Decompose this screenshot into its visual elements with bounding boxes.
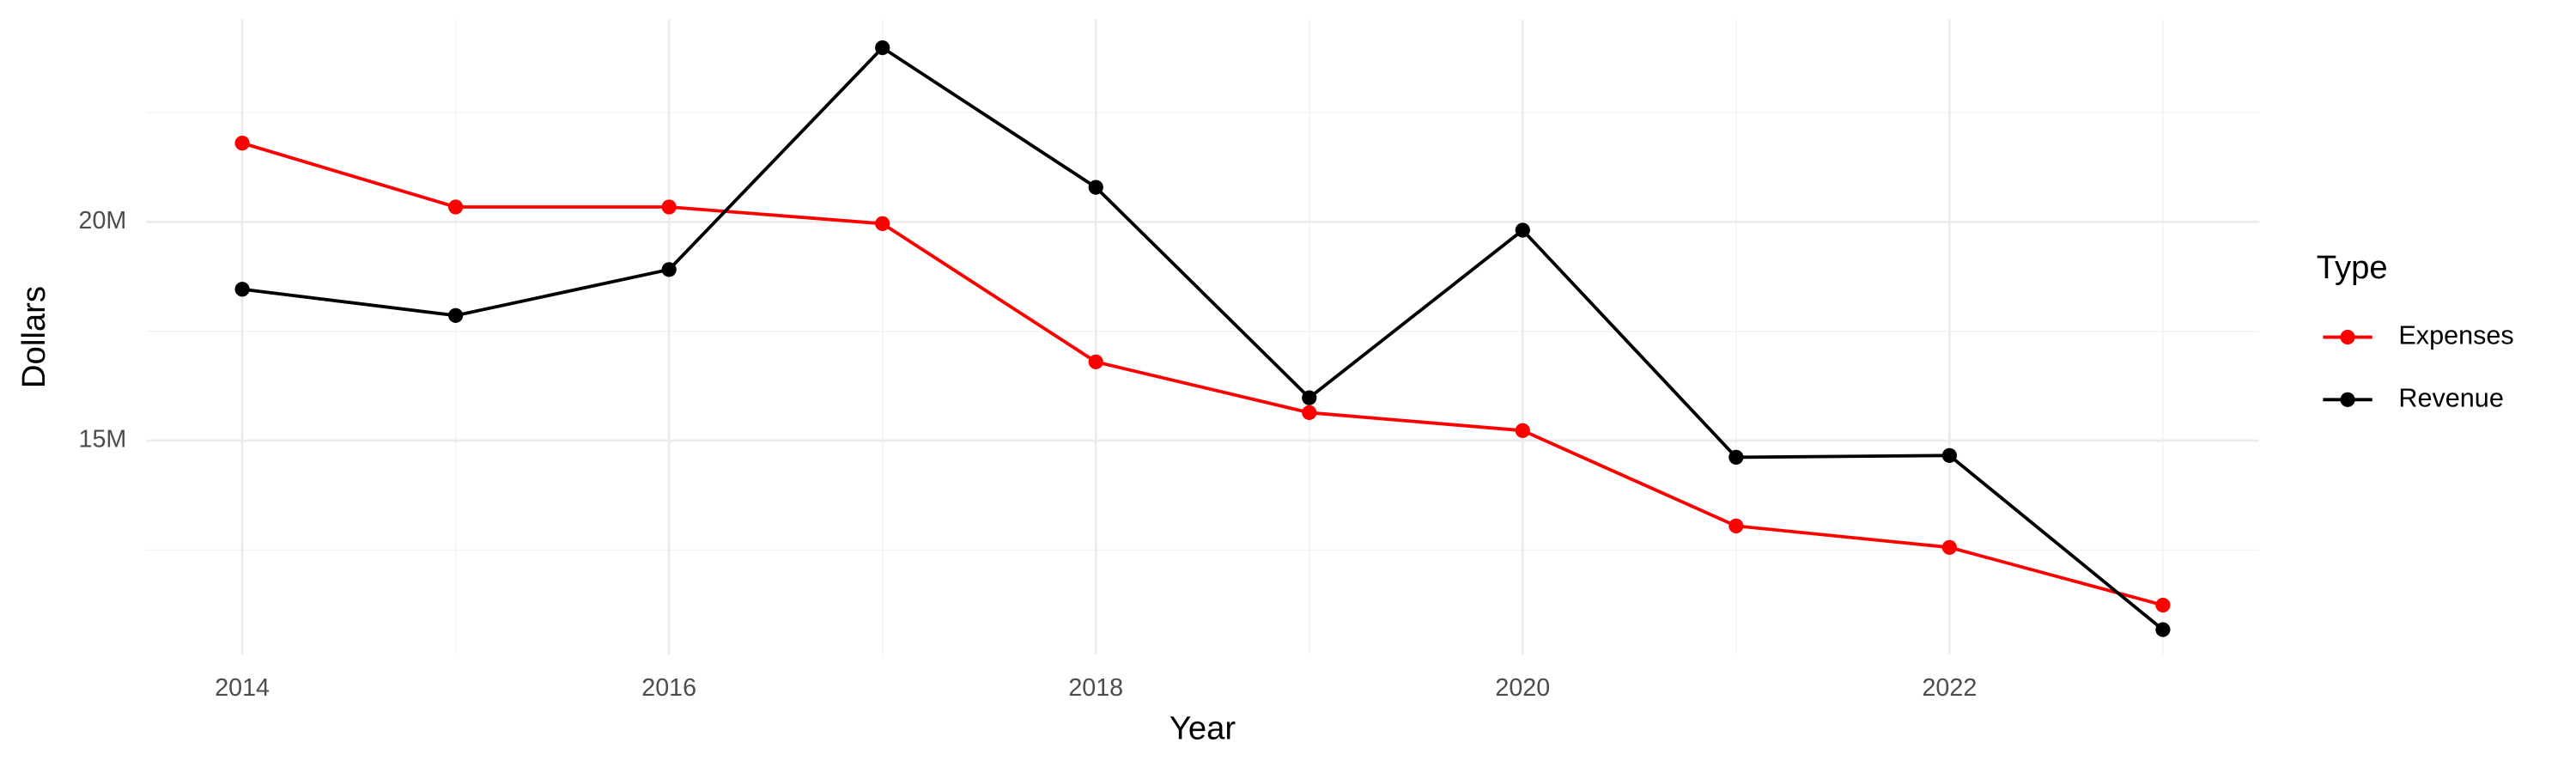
point [2155,597,2171,613]
point [1941,447,1957,463]
point [1941,539,1957,555]
x-tick-label: 2022 [1922,674,1977,702]
point [234,282,250,297]
series-line [241,46,2165,631]
x-axis-title: Year [1170,709,1236,746]
point [448,199,464,215]
point [1728,449,1744,466]
point [2155,622,2171,637]
x-tick-label: 2014 [215,674,270,702]
series-line [241,141,2164,607]
legend-point [2340,329,2355,345]
x-tick-label: 2016 [641,674,696,702]
point [1302,405,1317,421]
point [1088,180,1103,195]
point [1728,518,1744,533]
y-tick-label: 20M [79,207,127,234]
legend-point [2340,392,2355,407]
legend-label: Expenses [2398,321,2513,350]
point [1088,354,1103,369]
point [1515,423,1530,438]
y-axis-title: Dollars [15,286,52,388]
point [1515,222,1530,238]
legend-title: Type [2317,249,2388,286]
point [875,40,890,56]
y-tick-label: 15M [79,426,127,453]
point [448,307,464,323]
point [875,216,890,231]
point [661,262,677,277]
legend-label: Revenue [2398,383,2503,412]
x-tick-label: 2018 [1068,674,1123,702]
point [234,136,250,151]
point [661,199,677,215]
point [1302,390,1317,405]
x-tick-label: 2020 [1495,674,1550,702]
